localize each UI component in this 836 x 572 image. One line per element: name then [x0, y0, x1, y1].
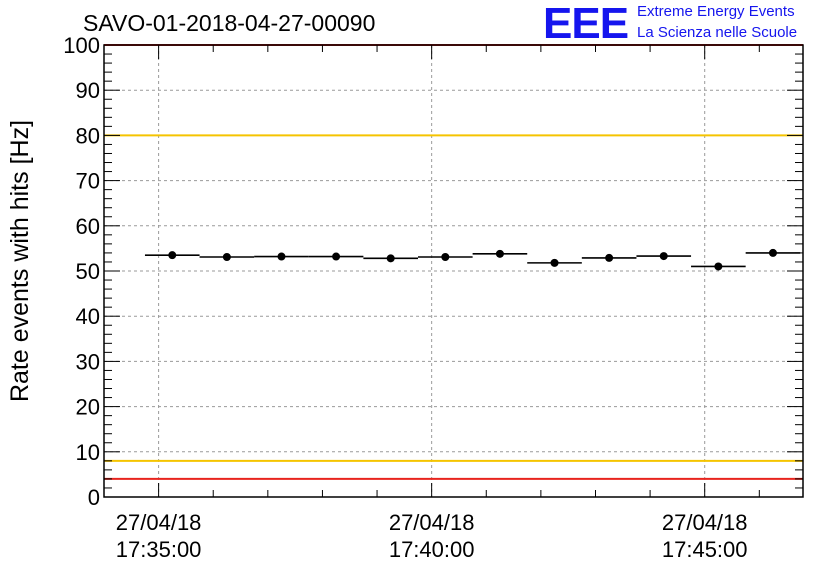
y-tick-label: 50: [76, 259, 100, 284]
y-tick-label: 40: [76, 304, 100, 329]
logo-tagline-2: La Scienza nelle Scuole: [637, 24, 798, 41]
data-point: [168, 251, 177, 260]
y-tick-label: 90: [76, 78, 100, 103]
y-tick-label: 70: [76, 169, 100, 194]
data-point: [386, 254, 395, 263]
y-tick-label: 10: [76, 440, 100, 465]
x-tick-time: 17:35:00: [116, 537, 202, 562]
data-point: [277, 252, 286, 261]
y-tick-label: 30: [76, 349, 100, 374]
x-tick-time: 17:40:00: [389, 537, 475, 562]
data-point: [222, 252, 231, 261]
chart-title: SAVO-01-2018-04-27-00090: [83, 10, 376, 36]
y-tick-label: 20: [76, 395, 100, 420]
x-tick-date: 27/04/18: [662, 510, 748, 535]
y-axis-label: Rate events with hits [Hz]: [6, 120, 34, 402]
y-tick-label: 80: [76, 123, 100, 148]
eee-logo: EEE: [543, 0, 629, 48]
data-point: [659, 252, 668, 261]
data-point: [441, 252, 450, 261]
logo-tagline-1: Extreme Energy Events: [637, 3, 795, 20]
data-point: [768, 248, 777, 257]
x-tick-date: 27/04/18: [116, 510, 202, 535]
y-tick-label: 60: [76, 214, 100, 239]
x-tick-date: 27/04/18: [389, 510, 475, 535]
data-point: [714, 262, 723, 271]
x-tick-time: 17:45:00: [662, 537, 748, 562]
y-tick-label: 100: [63, 33, 100, 58]
data-point: [605, 253, 614, 262]
y-tick-label: 0: [88, 485, 100, 510]
data-point: [550, 258, 559, 267]
data-point: [495, 249, 504, 258]
data-point: [332, 252, 341, 261]
